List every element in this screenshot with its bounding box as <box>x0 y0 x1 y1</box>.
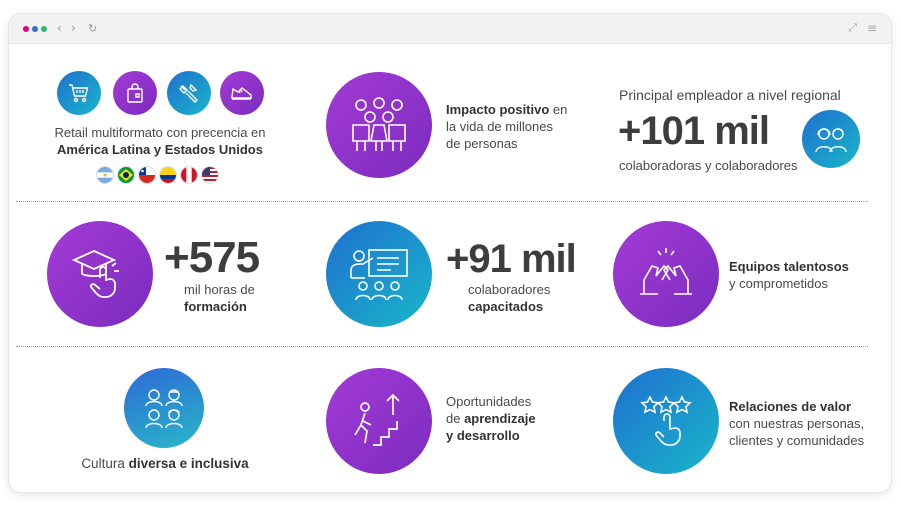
cultura-prefix: Cultura <box>81 456 129 471</box>
capacitados-number: +91 mil <box>446 237 577 281</box>
stars-hand-icon <box>613 368 719 474</box>
capacitados-line2: capacitados <box>468 299 544 314</box>
shopping-bag-icon <box>113 71 157 115</box>
retail-line1: Retail multiformato con precencia en <box>54 125 266 140</box>
horas-number: +575 <box>164 233 260 282</box>
tools-icon <box>167 71 211 115</box>
cart-icon <box>57 71 101 115</box>
divider-1 <box>16 201 868 202</box>
graduation-tap-icon <box>47 221 153 327</box>
horas-line2: formación <box>184 299 247 314</box>
relaciones-line3: clientes y comunidades <box>729 433 865 448</box>
expand-icon[interactable]: ⤢ <box>848 21 857 34</box>
empleador-headline: Principal empleador a nivel regional <box>619 87 841 103</box>
cultura-bold: diversa e inclusiva <box>128 456 249 471</box>
impacto-line3: de personas <box>446 136 518 151</box>
reload-icon[interactable]: ↻ <box>88 22 98 35</box>
flag-colombia-icon <box>160 167 176 183</box>
equipos-line2: y comprometidos <box>729 276 828 291</box>
oportunidades-line3: y desarrollo <box>446 428 520 443</box>
close-dot-icon[interactable] <box>23 26 29 32</box>
flag-argentina-icon <box>97 167 113 183</box>
retail-line2: América Latina y Estados Unidos <box>57 142 263 157</box>
forward-arrow-icon[interactable]: › <box>71 21 76 35</box>
oportunidades-line1: Oportunidades <box>446 394 532 409</box>
menu-icon[interactable]: ≡ <box>866 21 877 35</box>
back-arrow-icon[interactable]: ‹ <box>57 21 62 35</box>
people-group-icon <box>326 72 432 178</box>
equipos-line1: Equipos talentosos <box>729 259 849 274</box>
impacto-rest: en <box>549 102 568 117</box>
capacitados-line1: colaboradores <box>468 282 551 297</box>
woman-man-icon <box>802 110 860 168</box>
presentation-icon <box>326 221 432 327</box>
oportunidades-line2pre: de <box>446 411 465 426</box>
flag-brasil-icon <box>118 167 134 183</box>
flag-peru-icon <box>181 167 197 183</box>
impacto-bold: Impacto positivo <box>446 102 550 117</box>
horas-line1: mil horas de <box>184 282 255 297</box>
minimize-dot-icon[interactable] <box>32 26 38 32</box>
relaciones-line1: Relaciones de valor <box>729 399 852 414</box>
oportunidades-line2bold: aprendizaje <box>464 411 536 426</box>
stairs-growth-icon <box>326 368 432 474</box>
title-bar: ‹ › ↻ ⤢ ≡ <box>9 14 891 44</box>
impacto-line2: la vida de millones <box>446 119 553 134</box>
sneaker-icon <box>220 71 264 115</box>
maximize-dot-icon[interactable] <box>41 26 47 32</box>
divider-2 <box>16 346 868 347</box>
empleador-caption: colaboradoras y colaboradores <box>619 158 798 173</box>
high-five-icon <box>613 221 719 327</box>
flag-chile-icon <box>139 167 155 183</box>
diverse-people-icon <box>124 368 204 448</box>
empleador-number: +101 mil <box>618 109 770 153</box>
flag-usa-icon <box>202 167 218 183</box>
relaciones-line2: con nuestras personas, <box>729 416 865 431</box>
